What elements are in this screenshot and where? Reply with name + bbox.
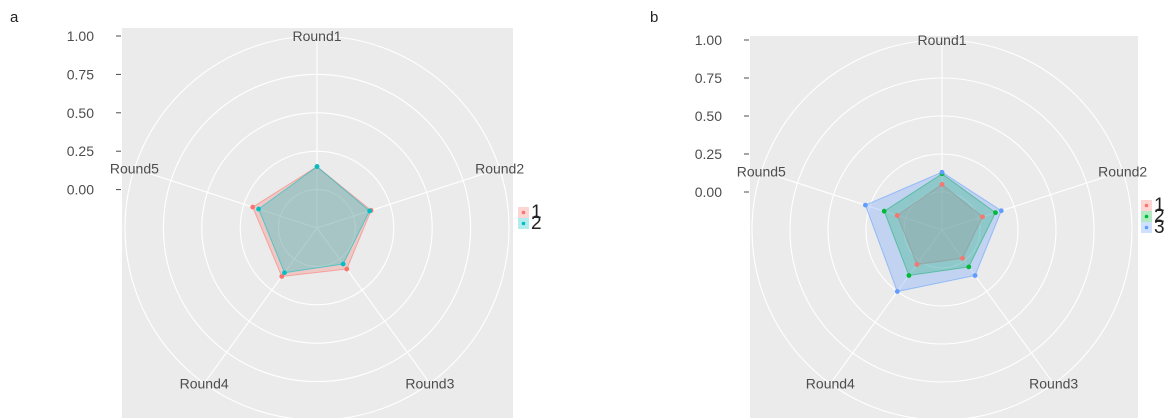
panel-label: b [650, 9, 658, 26]
panel-label: a [10, 9, 19, 26]
data-point [993, 210, 998, 216]
legend-key-point [1144, 214, 1149, 219]
grid-spoke [941, 229, 1055, 385]
series-area-3 [864, 171, 1002, 293]
data-point [340, 261, 346, 267]
data-point [250, 204, 256, 210]
legend-key-point [1144, 225, 1149, 230]
axis-label-round4: Round4 [180, 375, 229, 391]
legend-key-point [1144, 203, 1149, 208]
axis-label-round1: Round1 [292, 28, 341, 44]
data-point [367, 208, 372, 214]
legend-label: 1 [1154, 195, 1165, 216]
data-point [279, 274, 285, 279]
panel-background [750, 36, 1138, 418]
series-area-1 [252, 165, 372, 278]
axis-label-round1: Round1 [917, 32, 966, 48]
r-tick-label: 1.00 [67, 28, 94, 44]
grid-spoke [829, 229, 943, 385]
grid [751, 39, 1133, 420]
data-point [960, 255, 965, 261]
data-point [980, 214, 985, 220]
axis-label-round5: Round5 [737, 163, 786, 179]
series-area-1 [896, 183, 984, 265]
r-tick-label: 0.25 [67, 143, 94, 159]
r-tick-label: 0.75 [695, 70, 722, 86]
axis-label-round5: Round5 [110, 161, 159, 177]
grid-spoke [316, 227, 431, 384]
legend-label: 2 [1154, 206, 1165, 227]
grid-spoke [941, 170, 1123, 231]
grid-spoke [761, 170, 943, 231]
data-point [314, 164, 320, 169]
data-point [998, 208, 1004, 214]
series-area-2 [883, 173, 997, 277]
data-point [939, 182, 945, 187]
r-tick-label: 0.75 [67, 66, 94, 82]
r-tick-label: 0.50 [695, 108, 722, 124]
data-point [914, 262, 920, 267]
axis-label-round3: Round3 [1029, 376, 1078, 392]
axis-label-round2: Round2 [1098, 163, 1147, 179]
grid-spoke [316, 168, 500, 229]
data-point [282, 270, 287, 276]
radar-chart-a: a 0.00 0.25 0.50 0.75 1.00 Round1 Round2 Round3 R… [10, 9, 542, 420]
axis-label-round4: Round4 [806, 376, 855, 392]
legend-key-point [521, 221, 526, 226]
axis-label-round2: Round2 [475, 161, 524, 177]
grid [124, 35, 510, 420]
legend: 123 [1141, 195, 1165, 238]
legend-label: 1 [531, 202, 542, 223]
data-point [906, 273, 912, 278]
r-tick-label: 0.00 [67, 182, 94, 198]
r-tick-label: 0.25 [695, 146, 722, 162]
data-point [894, 289, 900, 294]
r-tick-label: 0.50 [67, 105, 94, 121]
data-point [939, 169, 945, 175]
axis-label-round3: Round3 [405, 375, 454, 391]
data-point [344, 266, 350, 272]
data-point [256, 206, 261, 212]
radar-chart-b: b 0.00 0.25 0.50 0.75 1.00 Round1 Round2 Round3 R… [650, 9, 1165, 420]
data-point [894, 213, 900, 218]
legend-label: 3 [1154, 217, 1165, 238]
r-tick-label: 1.00 [695, 32, 722, 48]
data-point [972, 273, 978, 278]
legend: 12 [518, 202, 542, 234]
r-tick-label: 0.00 [695, 184, 722, 200]
data-point [966, 264, 972, 270]
series-area-2 [257, 165, 371, 274]
grid-spoke [134, 168, 318, 229]
data-point [862, 202, 868, 208]
legend-label: 2 [531, 213, 542, 234]
grid-spoke [203, 227, 318, 384]
data-point [881, 208, 887, 214]
legend-key-point [521, 210, 526, 215]
